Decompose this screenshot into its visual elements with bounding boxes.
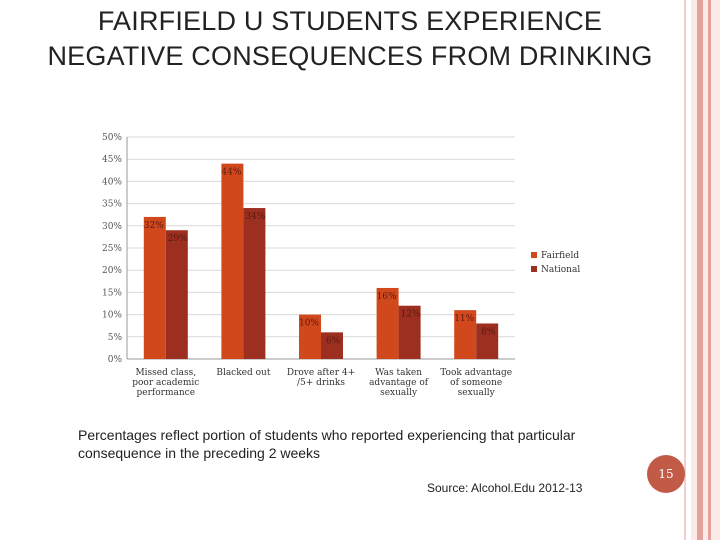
x-category-label: Missed class, (135, 368, 196, 378)
data-label: 16% (377, 292, 397, 302)
bar-fairfield (143, 216, 166, 359)
data-label: 6% (326, 336, 341, 346)
y-tick-label: 45% (102, 155, 122, 165)
x-category-label: poor academic (132, 378, 199, 388)
x-category-label: Was taken (375, 368, 422, 378)
legend-label: National (541, 265, 580, 275)
data-label: 34% (245, 212, 265, 222)
x-category-label: Took advantage (440, 368, 512, 378)
x-category-label: performance (137, 388, 196, 398)
y-tick-label: 25% (102, 244, 122, 254)
bar-fairfield (376, 287, 399, 359)
x-category-label: Blacked out (216, 368, 271, 378)
y-tick-label: 20% (102, 266, 122, 276)
slide-border-strip (691, 0, 720, 540)
bar-national (165, 230, 188, 359)
data-label: 44% (221, 168, 241, 178)
chart-svg: 0% 5% 10% 15% 20% 25% 30% 35% 40% 45% 50% 32% 29% Mis… (102, 133, 580, 398)
x-category-label: advantage of (369, 378, 429, 388)
y-tick-label: 0% (108, 355, 123, 365)
bar-fairfield (454, 310, 477, 359)
bar-fairfield (299, 314, 321, 359)
slide-title: FAIRFIELD U STUDENTS EXPERIENCE NEGATIVE… (47, 6, 653, 71)
legend-label: Fairfield (541, 251, 579, 261)
slide-border-line (708, 0, 711, 540)
bar-chart: 0% 5% 10% 15% 20% 25% 30% 35% 40% 45% 50% 32% 29% Mis… (95, 128, 585, 404)
y-tick-label: 35% (102, 200, 122, 210)
data-label: 10% (299, 319, 319, 329)
bar-national (321, 332, 343, 359)
bar-fairfield (221, 163, 244, 359)
y-tick-label: 15% (102, 288, 122, 298)
data-label: 32% (144, 221, 164, 231)
x-category-label: Drove after 4+ (287, 368, 355, 378)
legend-swatch-national (531, 266, 537, 272)
slide-border-line (684, 0, 686, 540)
y-tick-label: 30% (102, 222, 122, 232)
y-tick-label: 50% (102, 133, 122, 143)
y-tick-label: 40% (102, 177, 122, 187)
source-note: Source: Alcohol.Edu 2012-13 (427, 481, 583, 495)
page-number-badge: 15 (647, 455, 685, 493)
data-label: 29% (168, 234, 188, 244)
bar-national (476, 323, 499, 359)
data-label: 11% (454, 314, 474, 324)
chart-caption: Percentages reflect portion of students … (78, 427, 576, 461)
y-tick-label: 10% (102, 311, 122, 321)
x-category-label: sexually (458, 388, 496, 398)
bar-national (243, 208, 266, 359)
x-category-label: sexually (380, 388, 418, 398)
slide-border-line (697, 0, 703, 540)
data-label: 8% (481, 327, 496, 337)
data-label: 12% (401, 310, 421, 320)
x-category-label: /5+ drinks (297, 378, 345, 388)
bar-national (398, 305, 421, 359)
y-tick-label: 5% (108, 333, 123, 343)
legend-swatch-fairfield (531, 252, 537, 258)
x-category-label: of someone (450, 378, 502, 388)
